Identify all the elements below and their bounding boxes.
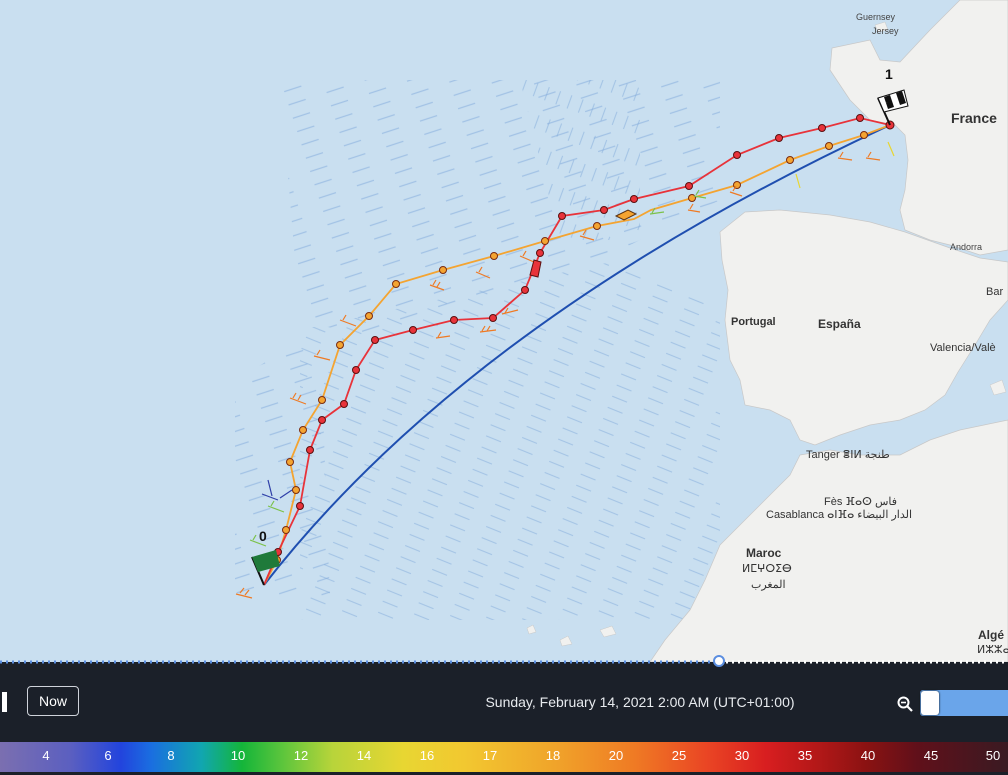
land-channel-island <box>874 21 889 33</box>
scale-label-8: 8 <box>167 748 175 763</box>
scale-label-4: 4 <box>42 748 50 763</box>
scale-label-16: 16 <box>419 748 435 763</box>
scale-label-14: 14 <box>356 748 372 763</box>
scale-label-50: 50 <box>985 748 1001 763</box>
label-guernsey: Guernsey <box>856 12 896 22</box>
scale-label-10: 10 <box>230 748 246 763</box>
scale-label-6: 6 <box>104 748 112 763</box>
play-button[interactable] <box>2 692 7 712</box>
scale-label-30: 30 <box>734 748 750 763</box>
timeline-bar <box>0 660 1008 740</box>
land-mallorca <box>989 379 1007 396</box>
timeline-track[interactable] <box>0 658 1008 668</box>
date-time-label: Sunday, February 14, 2021 2:00 AM (UTC+0… <box>485 694 795 710</box>
wind-barbs-green <box>249 189 707 547</box>
route-orange <box>263 124 891 586</box>
route-red <box>263 117 891 586</box>
scale-label-45: 45 <box>923 748 939 763</box>
map-canvas[interactable] <box>0 0 1008 662</box>
finish-flag-icon <box>877 89 909 126</box>
timeline-thumb[interactable] <box>713 655 725 667</box>
label-casablanca: Casablanca ⴰⵏⴼⴰ الدار البيضاء <box>766 509 913 521</box>
boat-red-icon <box>529 259 542 278</box>
waypoint-start-number: 0 <box>259 528 267 544</box>
label-andorra: Andorra <box>950 242 983 252</box>
scale-label-40: 40 <box>860 748 876 763</box>
now-button[interactable]: Now <box>27 686 79 716</box>
label-maroc: Maroc <box>746 546 782 560</box>
label-maroc-arabic: المغرب <box>751 579 786 591</box>
label-maroc-tifinagh: ⵍⵎⵖⵔⵉⴱ <box>742 563 792 575</box>
wind-barbs-blue <box>261 479 293 501</box>
boat-orange-icon <box>614 209 638 221</box>
wind-field <box>235 80 720 620</box>
label-tanger: Tanger ⴻⵏⵍ طنجة <box>806 449 890 461</box>
label-alge: Algé <box>978 628 1005 642</box>
label-portugal: Portugal <box>731 316 776 328</box>
map-view[interactable]: Guernsey Jersey France Andorra Bar Portu… <box>0 0 1008 662</box>
wind-barbs <box>235 151 881 599</box>
scale-label-35: 35 <box>797 748 813 763</box>
start-flag-icon <box>251 550 280 586</box>
scale-label-25: 25 <box>671 748 687 763</box>
land-africa <box>649 419 1008 662</box>
wind-barbs-yellow <box>795 141 895 189</box>
scale-label-20: 20 <box>608 748 624 763</box>
label-france: France <box>951 110 997 126</box>
zoom-out-icon[interactable] <box>897 696 913 712</box>
label-valencia: Valencia/Valè <box>930 342 996 354</box>
label-fes: Fès ⴼⴰⵙ فاس <box>824 496 897 508</box>
land-canary-islands <box>526 624 617 647</box>
zoom-slider-thumb[interactable] <box>921 691 939 715</box>
label-bar: Bar <box>986 286 1004 298</box>
label-alge-tifinagh: ⵍⵣⵣⴰ <box>977 644 1008 656</box>
scale-label-18: 18 <box>545 748 561 763</box>
land-iberia <box>719 209 1008 446</box>
waypoint-finish-number: 1 <box>885 66 893 82</box>
route-red-markers <box>274 114 895 556</box>
scale-label-12: 12 <box>293 748 309 763</box>
label-espana: España <box>818 317 861 331</box>
scale-label-17: 17 <box>482 748 498 763</box>
great-circle-route <box>263 124 891 586</box>
wind-speed-scale <box>0 742 1008 772</box>
label-jersey: Jersey <box>872 26 899 36</box>
